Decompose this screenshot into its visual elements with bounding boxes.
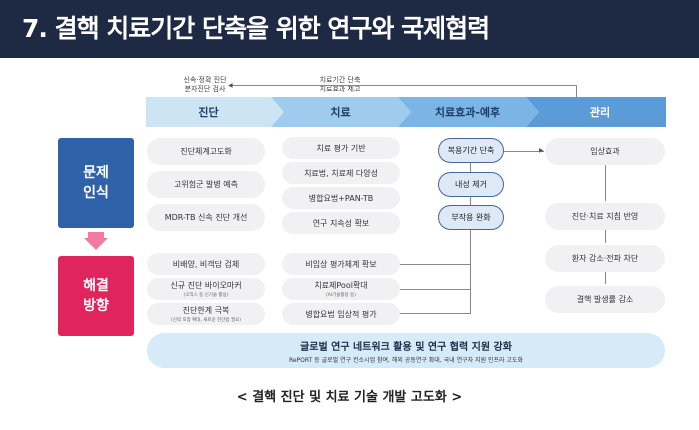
pill-text: 비배양, 비객담 검체: [172, 259, 240, 269]
connector-line: [400, 264, 471, 265]
feedback-right-note: 치료기간 단축 치료효과 제고: [300, 76, 380, 94]
note-line: 신속·정확 진단: [183, 76, 227, 84]
treatment-problem: 치료 평가 기반: [282, 137, 400, 159]
label-line: 인식: [83, 185, 109, 201]
diagnosis-problem: 진단체계고도화: [147, 138, 265, 165]
arrow-left-icon: ◀: [228, 82, 233, 89]
note-line: 분자진단 검사: [184, 85, 226, 93]
outcome-item: 부작용 완화: [438, 205, 504, 230]
connector-line: [605, 272, 606, 284]
pill-subtext: (오믹스 등 신기술 활용): [183, 293, 229, 298]
pill-text: 비임상 평가체계 확보: [305, 259, 377, 269]
management-item: 환자 감소·전파 차단: [545, 245, 665, 272]
figure-caption: < 결핵 진단 및 치료 기술 개발 고도화 >: [236, 390, 463, 405]
pill-text: 치료제Pool확대: [314, 281, 368, 290]
stage-chevrons: [146, 97, 666, 127]
outcome-item: 복용기간 단축: [438, 138, 504, 163]
treatment-problem: 병합요법+PAN-TB: [282, 187, 400, 209]
stage-chevron: [398, 97, 539, 127]
diagnosis-solution: 비배양, 비객담 검체: [147, 253, 265, 275]
connector-line: [605, 230, 606, 243]
management-item: 결핵 발생률 감소: [545, 286, 665, 313]
stage-treatment: 치료: [330, 106, 351, 119]
stage-chevron: [146, 97, 284, 127]
feedback-left-note: 신속·정확 진단 분자진단 검사: [170, 76, 240, 94]
treatment-solution: 치료제Pool확대 (AI기술활용 등): [282, 278, 400, 300]
diagnosis-solution: 신규 진단 바이오마커 (오믹스 등 신기술 활용): [147, 278, 265, 300]
connector-line: [470, 150, 471, 314]
outcome-item: 내성 제거: [438, 172, 504, 197]
pill-subtext: (신약 포함 확대, 새로운 진단법 필요): [170, 318, 242, 323]
page-title: 7. 결핵 치료기간 단축을 위한 연구와 국제협력: [0, 0, 699, 58]
global-title: 글로벌 연구 네트워크 활용 및 연구 협력 지원 강화: [300, 342, 512, 353]
treatment-solution: 비임상 평가체계 확보: [282, 253, 400, 275]
treatment-problem: 치료법, 치료제 다양성: [282, 162, 400, 184]
label-line: 방향: [83, 298, 109, 314]
feedback-line: [576, 85, 577, 97]
treatment-problem: 연구 지속성 확보: [282, 212, 400, 234]
pill-text: 병합요법 임상적 평가: [305, 309, 377, 319]
pill-text: 신규 진단 바이오마커: [170, 281, 242, 290]
connector-line: [504, 151, 544, 152]
feedback-line: [232, 85, 577, 86]
stage-chevron: [526, 97, 666, 127]
arrow-right-icon: ▶: [539, 147, 544, 154]
diagnosis-problem: 고위험군 발병 예측: [147, 171, 265, 198]
connector-line: [605, 165, 606, 201]
stage-diagnosis: 진단: [198, 106, 219, 119]
connector-line: [400, 313, 471, 314]
diagnosis-solution: 진단한계 극복 (신약 포함 확대, 새로운 진단법 필요): [147, 303, 265, 325]
global-subtitle: RePORT 등 글로벌 연구 컨소시엄 참여, 해외 공동연구 확대, 국내 …: [288, 357, 524, 364]
label-line: 문제: [83, 165, 109, 181]
stage-outcome: 치료효과-예후: [434, 106, 501, 119]
label-line: 해결: [83, 278, 109, 294]
arrow-down-icon: [84, 232, 108, 250]
global-cooperation-banner: 글로벌 연구 네트워크 활용 및 연구 협력 지원 강화 RePORT 등 글로…: [147, 333, 665, 368]
stage-management: 관리: [589, 106, 611, 119]
diagnosis-problem: MDR-TB 신속 진단 개선: [147, 204, 265, 231]
pill-text: 진단한계 극복: [182, 306, 230, 315]
note-line: 치료기간 단축: [319, 76, 361, 84]
management-item: 진단·치료 지침 반영: [545, 203, 665, 230]
stage-chevron: [271, 97, 411, 127]
management-item: 임상효과: [545, 138, 665, 165]
pill-subtext: (AI기술활용 등): [325, 293, 357, 298]
connector-line: [400, 289, 471, 290]
treatment-solution: 병합요법 임상적 평가: [282, 303, 400, 325]
note-line: 치료효과 제고: [319, 85, 361, 93]
